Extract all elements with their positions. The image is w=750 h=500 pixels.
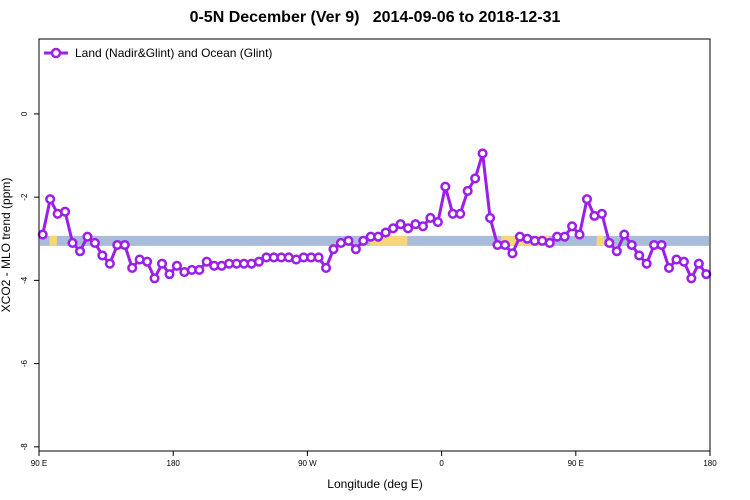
data-point — [432, 217, 443, 228]
data-point — [194, 264, 205, 276]
data-point — [127, 262, 138, 273]
data-point — [455, 208, 466, 219]
data-point — [596, 208, 607, 219]
data-point — [253, 256, 264, 267]
data-point — [626, 239, 637, 251]
data-point — [67, 237, 78, 248]
data-point — [60, 206, 71, 217]
x-tick-label: 180 — [703, 459, 717, 468]
data-point — [37, 229, 48, 240]
data-point — [425, 212, 436, 223]
legend-label: Land (Nadir&Glint) and Ocean (Glint) — [75, 46, 272, 60]
data-point — [328, 244, 339, 255]
data-point — [164, 269, 175, 280]
data-point — [201, 256, 212, 267]
data-point — [693, 258, 704, 269]
data-point — [656, 239, 667, 251]
data-point — [171, 260, 182, 271]
data-point — [440, 181, 451, 192]
data-point — [104, 258, 115, 269]
x-axis: 90 E 180 90 W 0 90 E 180 — [31, 451, 717, 468]
data-point — [97, 250, 108, 261]
data-point — [663, 262, 675, 273]
data-point — [320, 262, 332, 273]
x-tick-label: 90 E — [568, 459, 584, 468]
data-point — [149, 273, 160, 284]
data-point — [119, 239, 130, 251]
data-point — [611, 246, 622, 257]
data-point — [678, 256, 689, 267]
data-point — [641, 258, 652, 269]
y-tick-label: -6 — [20, 360, 29, 368]
data-point — [45, 194, 56, 205]
y-tick-label: -2 — [20, 193, 29, 201]
data-point — [507, 248, 518, 259]
data-point — [544, 237, 555, 248]
x-tick-label: 180 — [167, 459, 181, 468]
data-point — [567, 221, 578, 232]
data-point — [470, 173, 481, 184]
data-point — [581, 194, 593, 205]
x-tick-label: 0 — [439, 459, 444, 468]
data-point — [477, 148, 488, 159]
data-point — [89, 237, 100, 248]
y-axis-label: XCO2 - MLO trend (ppm) — [0, 178, 13, 313]
series-layer — [37, 148, 712, 284]
data-point — [574, 229, 585, 240]
data-point — [634, 250, 645, 261]
data-point — [142, 256, 153, 267]
data-point — [462, 185, 473, 196]
data-point — [388, 223, 399, 234]
data-point — [380, 227, 391, 238]
legend: Land (Nadir&Glint) and Ocean (Glint) — [44, 46, 272, 60]
legend-marker — [50, 47, 62, 59]
data-point — [604, 237, 615, 248]
y-axis: 0 -2 -4 -6 -8 — [20, 111, 39, 450]
data-point — [559, 231, 570, 242]
data-point — [499, 239, 511, 251]
y-tick-label: 0 — [20, 111, 29, 116]
plot-frame — [38, 38, 711, 452]
data-point — [485, 212, 496, 223]
x-tick-label: 90 W — [298, 459, 317, 468]
data-point — [82, 231, 93, 242]
data-point — [358, 235, 369, 246]
data-point — [701, 269, 712, 280]
data-point — [343, 235, 354, 246]
y-tick-label: -8 — [20, 443, 29, 451]
data-point — [313, 252, 324, 263]
data-point — [156, 258, 168, 269]
data-point — [619, 229, 630, 240]
x-axis-label: Longitude (deg E) — [327, 477, 422, 491]
chart-title: 0-5N December (Ver 9) 2014-09-06 to 2018… — [189, 9, 561, 26]
data-point — [417, 221, 429, 232]
data-point — [403, 223, 414, 234]
data-point — [395, 219, 406, 230]
data-point — [350, 244, 361, 255]
x-tick-label: 90 E — [31, 459, 47, 468]
y-tick-label: -4 — [20, 276, 29, 284]
data-point — [373, 231, 384, 242]
data-point — [74, 246, 86, 257]
data-point — [686, 273, 697, 284]
